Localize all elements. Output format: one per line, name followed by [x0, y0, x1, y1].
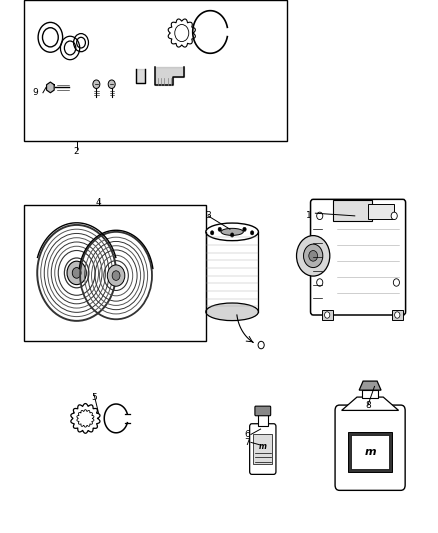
Circle shape [317, 212, 323, 220]
Ellipse shape [221, 228, 244, 236]
Circle shape [325, 312, 330, 318]
FancyBboxPatch shape [311, 199, 406, 315]
Text: 8: 8 [365, 401, 371, 409]
Circle shape [67, 261, 86, 285]
Bar [348, 432, 392, 472]
Circle shape [112, 271, 120, 280]
Polygon shape [359, 381, 381, 390]
Circle shape [391, 212, 397, 220]
Circle shape [72, 268, 81, 278]
Text: 5: 5 [91, 393, 97, 401]
Circle shape [317, 279, 323, 286]
Circle shape [297, 236, 330, 276]
Circle shape [93, 80, 100, 88]
Bar [333, 200, 372, 221]
Ellipse shape [206, 223, 258, 241]
Polygon shape [46, 82, 54, 93]
FancyBboxPatch shape [255, 406, 271, 416]
Circle shape [395, 312, 400, 318]
Circle shape [309, 251, 318, 261]
Text: 2: 2 [74, 148, 79, 156]
Text: 6: 6 [244, 430, 251, 439]
Bar [351, 435, 389, 469]
Bar [368, 204, 394, 219]
Circle shape [108, 80, 115, 88]
Bar [258, 413, 268, 426]
Circle shape [107, 265, 125, 286]
Text: 9: 9 [32, 88, 38, 97]
Bar [362, 390, 378, 398]
FancyBboxPatch shape [335, 405, 405, 490]
Polygon shape [136, 69, 145, 83]
Bar [24, 0, 287, 141]
Polygon shape [155, 67, 184, 85]
Circle shape [393, 279, 399, 286]
Bar [322, 310, 333, 320]
Circle shape [258, 341, 264, 349]
Bar [392, 310, 403, 320]
Text: 7: 7 [244, 438, 251, 447]
FancyBboxPatch shape [250, 424, 276, 474]
Text: m: m [259, 442, 267, 451]
Ellipse shape [206, 303, 258, 321]
Circle shape [230, 233, 234, 237]
Bar [24, 205, 206, 341]
Text: 4: 4 [96, 198, 101, 207]
Circle shape [251, 231, 254, 235]
Circle shape [210, 231, 214, 235]
Circle shape [304, 244, 323, 268]
Bar [253, 434, 272, 464]
Circle shape [243, 227, 246, 231]
Text: 3: 3 [205, 212, 211, 220]
Polygon shape [342, 397, 399, 410]
Text: 1: 1 [306, 212, 312, 220]
Text: m: m [364, 447, 376, 457]
Circle shape [218, 227, 222, 231]
